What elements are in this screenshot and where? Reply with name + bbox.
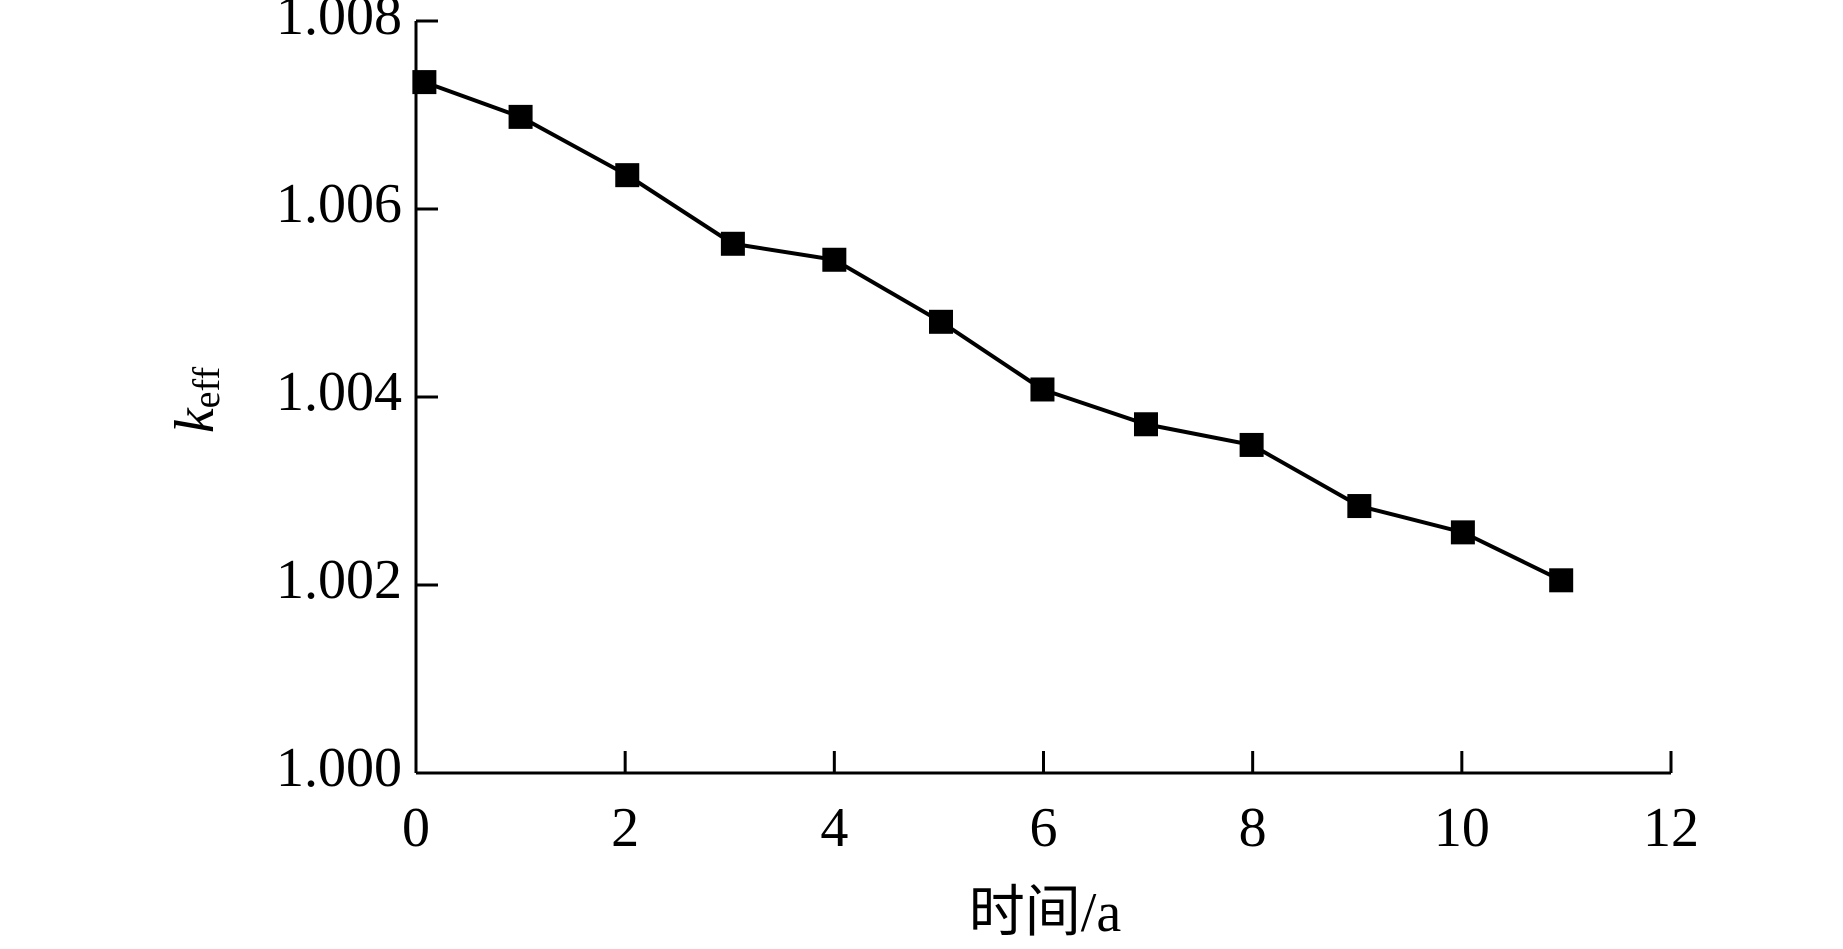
x-tick-label: 12 — [1643, 797, 1699, 859]
marker — [822, 247, 847, 272]
x-tick-label: 8 — [1239, 797, 1267, 859]
marker — [1450, 520, 1475, 545]
marker — [1239, 432, 1264, 457]
marker — [929, 309, 954, 334]
y-axis-label: keff — [164, 366, 228, 433]
marker — [1347, 494, 1372, 519]
marker — [412, 70, 437, 95]
x-axis-label: 时间/a — [969, 882, 1122, 944]
x-tick-label: 10 — [1434, 797, 1490, 859]
x-tick-label: 4 — [820, 797, 848, 859]
series-line — [423, 80, 1563, 583]
y-tick-label: 1.008 — [276, 0, 402, 47]
y-tick-label: 1.000 — [276, 737, 402, 799]
y-axis-label-main: k — [164, 407, 226, 433]
marker — [1133, 412, 1158, 437]
marker — [720, 231, 745, 256]
x-tick-label: 6 — [1030, 797, 1058, 859]
x-tick-label: 2 — [611, 797, 639, 859]
y-axis-label-subscript: eff — [186, 366, 228, 408]
y-tick-label: 1.002 — [276, 549, 402, 611]
y-tick-label: 1.006 — [276, 173, 402, 235]
marker — [615, 163, 640, 188]
x-tick-label: 0 — [402, 797, 430, 859]
marker — [1030, 377, 1055, 402]
marker — [1549, 568, 1574, 593]
y-tick-label: 1.004 — [276, 361, 402, 423]
marker — [508, 104, 533, 129]
